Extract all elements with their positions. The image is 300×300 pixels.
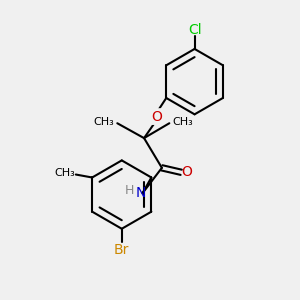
Text: O: O: [151, 110, 162, 124]
Text: CH₃: CH₃: [54, 168, 75, 178]
Text: N: N: [136, 186, 146, 200]
Text: CH₃: CH₃: [94, 117, 114, 127]
Text: O: O: [182, 165, 193, 179]
Text: CH₃: CH₃: [172, 117, 193, 127]
Text: Br: Br: [114, 243, 130, 256]
Text: Cl: Cl: [188, 22, 201, 37]
Text: H: H: [124, 184, 134, 196]
